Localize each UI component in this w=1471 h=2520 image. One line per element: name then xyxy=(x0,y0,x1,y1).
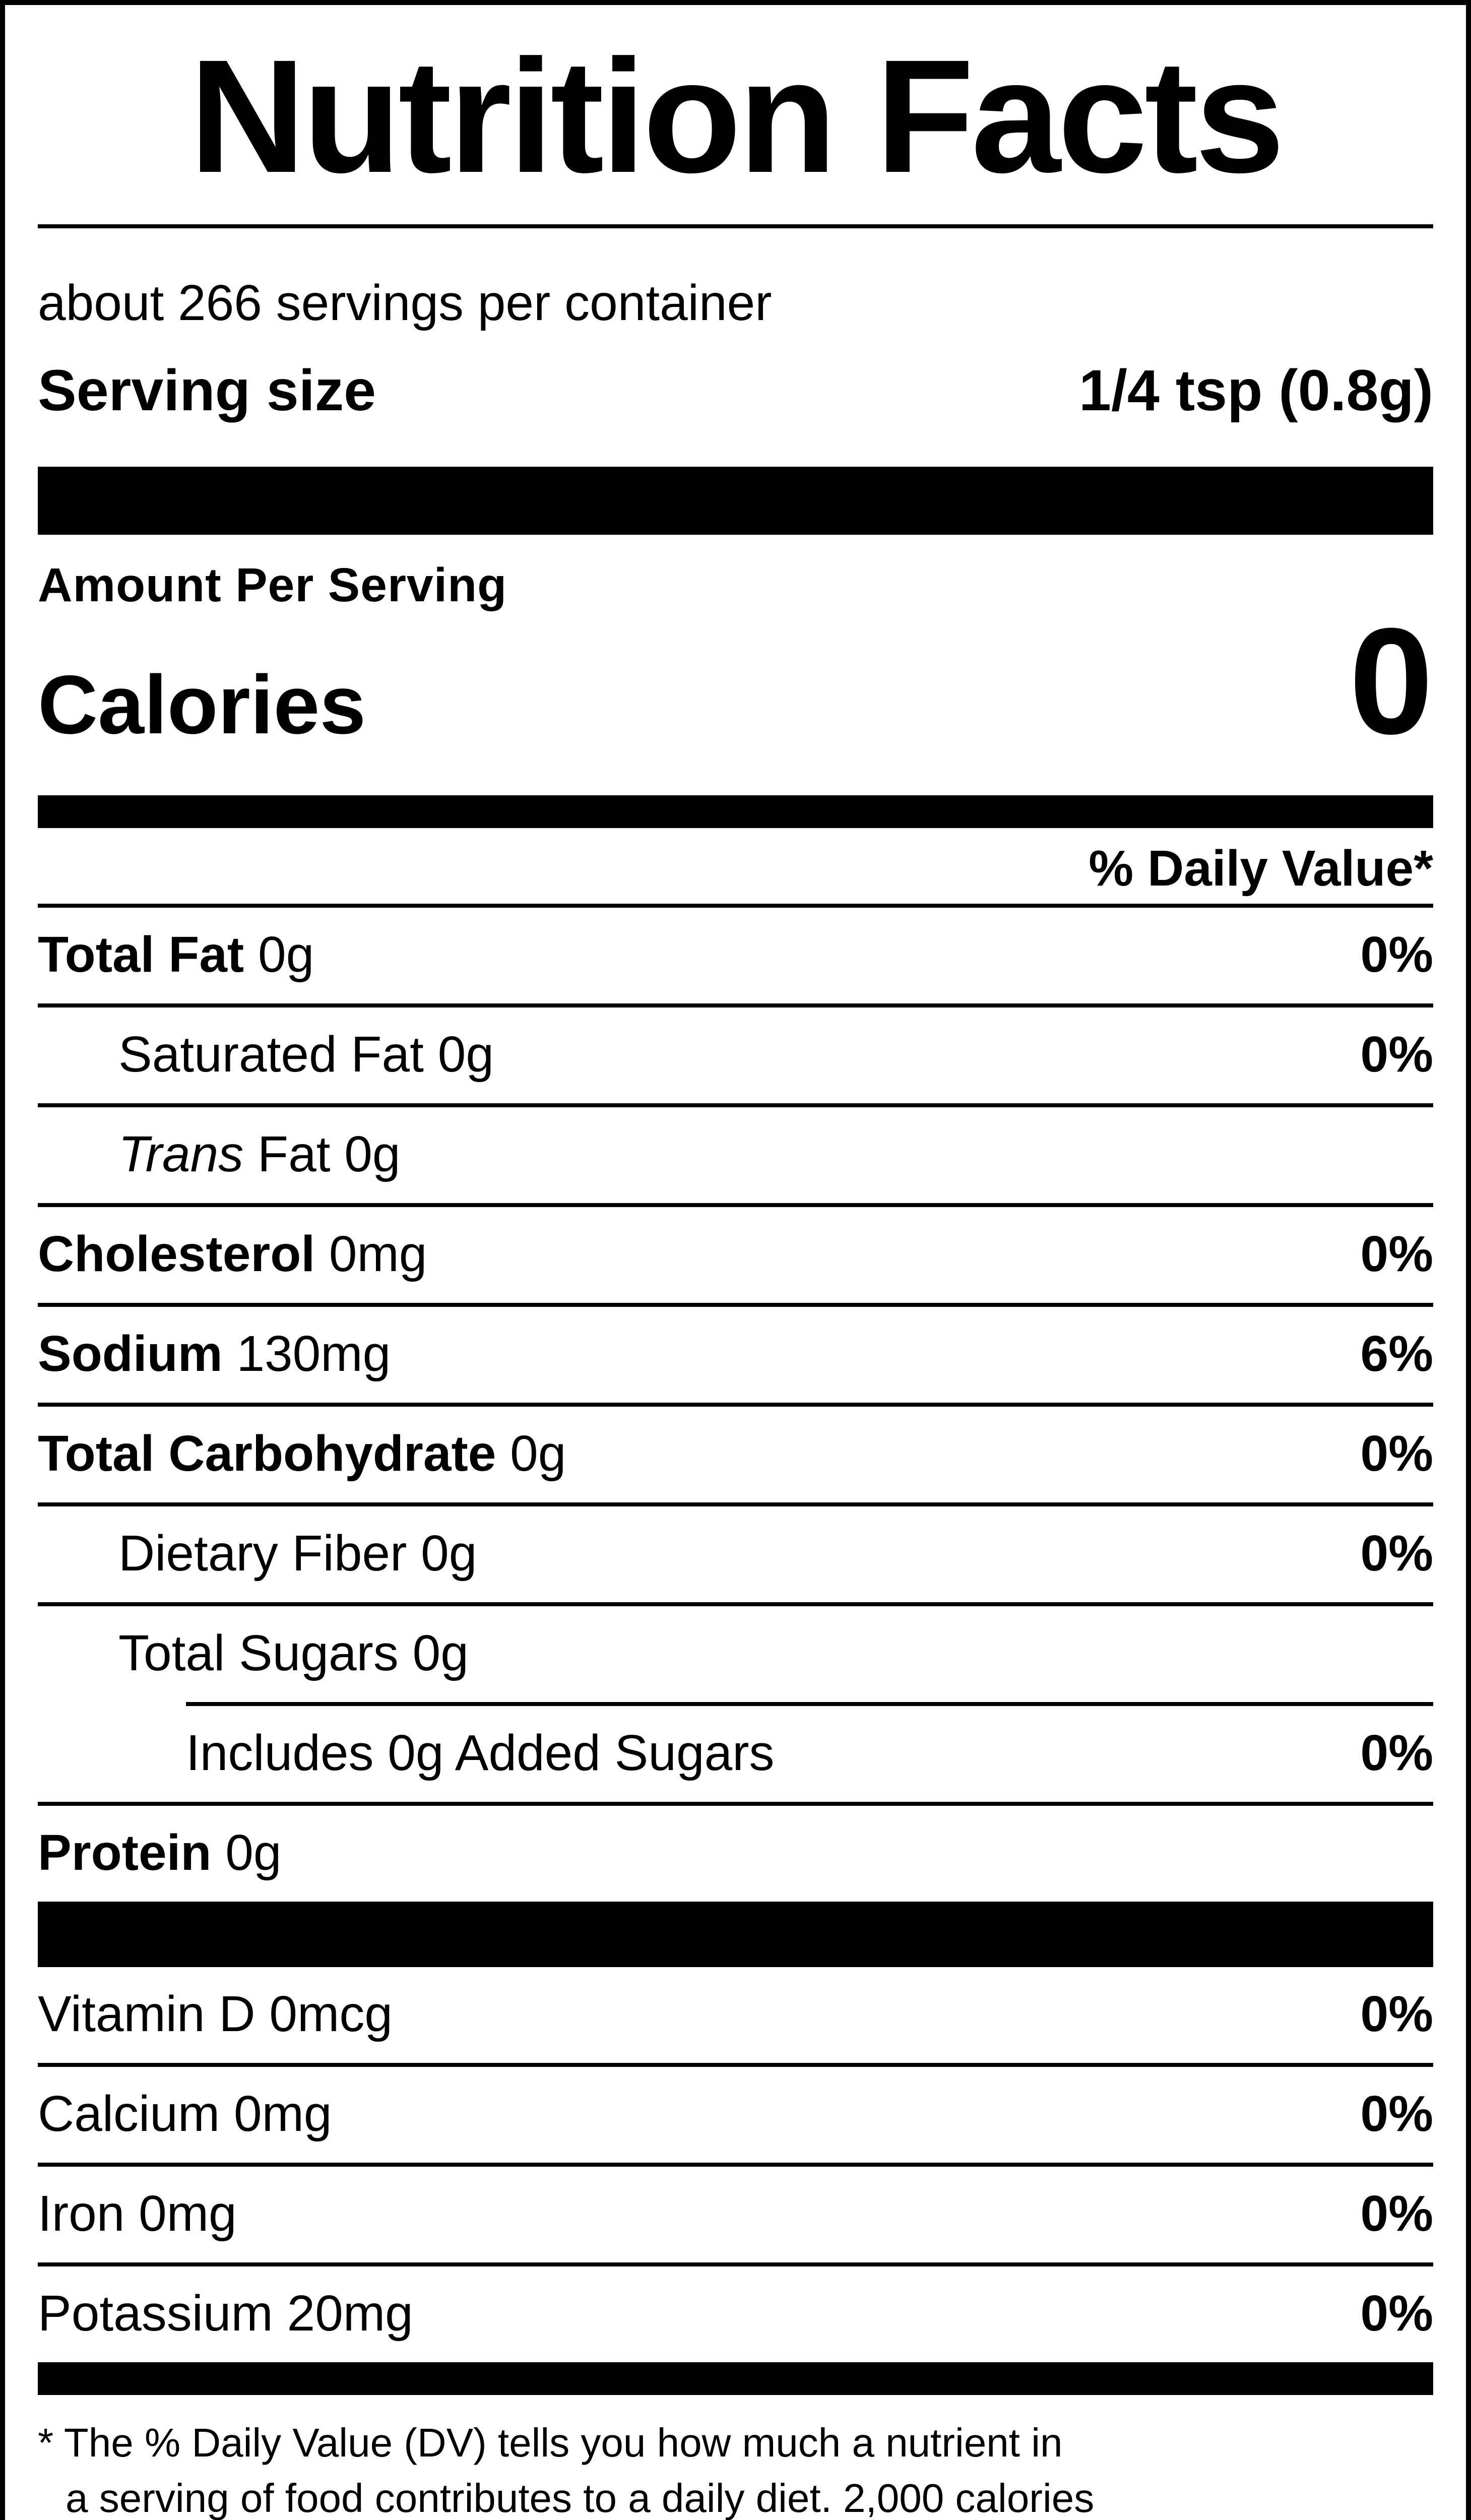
daily-value-percent: 0% xyxy=(1360,2086,1433,2142)
divider-under-title xyxy=(38,224,1433,228)
nutrient-name: Includes 0g Added Sugars xyxy=(186,1725,775,1781)
daily-value-percent: 0% xyxy=(1360,1986,1433,2042)
nutrient-name: Cholesterol 0mg xyxy=(38,1226,427,1282)
nutrient-name: Protein 0g xyxy=(38,1824,282,1881)
nutrient-name: Total Fat 0g xyxy=(38,926,314,983)
nutrient-row: Sodium 130mg 6% xyxy=(38,1307,1433,1403)
nutrient-row: Protein 0g xyxy=(38,1806,1433,1902)
row-divider xyxy=(186,1702,1433,1706)
daily-value-percent: 0% xyxy=(1360,1226,1433,1282)
nutrient-name: Total Carbohydrate 0g xyxy=(38,1425,566,1482)
nutrient-name-italic: Trans xyxy=(118,1126,244,1182)
row-divider xyxy=(38,2163,1433,2167)
serving-size-label: Serving size xyxy=(38,358,376,423)
nutrient-row: Iron 0mg 0% xyxy=(38,2167,1433,2262)
nutrient-row: Trans Fat 0g xyxy=(38,1107,1433,1203)
daily-value-header: % Daily Value* xyxy=(1089,840,1433,897)
row-divider xyxy=(38,1303,1433,1307)
row-divider xyxy=(38,2063,1433,2067)
nutrient-row: Vitamin D 0mcg 0% xyxy=(38,1967,1433,2063)
serving-size-row: Serving size 1/4 tsp (0.8g) xyxy=(38,360,1433,421)
nutrient-name: Iron 0mg xyxy=(38,2185,237,2242)
serving-size-value: 1/4 tsp (0.8g) xyxy=(1079,358,1433,423)
daily-value-percent: 0% xyxy=(1360,2185,1433,2242)
nutrient-row: Total Carbohydrate 0g 0% xyxy=(38,1407,1433,1502)
nutrient-row: Potassium 20mg 0% xyxy=(38,2266,1433,2362)
nutrient-name: Sodium 130mg xyxy=(38,1326,391,1382)
nutrient-name: Potassium 20mg xyxy=(38,2285,413,2342)
footnote-line: a serving of food contributes to a daily… xyxy=(66,2476,1095,2520)
nutrient-name: Trans Fat 0g xyxy=(118,1126,401,1182)
servings-per-container: about 266 servings per container xyxy=(38,275,772,331)
row-divider xyxy=(38,1802,1433,1806)
row-divider xyxy=(38,1602,1433,1606)
amount-per-serving-heading: Amount Per Serving xyxy=(38,558,507,612)
calories-value: 0 xyxy=(1349,596,1433,766)
daily-value-percent: 0% xyxy=(1360,1026,1433,1083)
daily-value-percent: 0% xyxy=(1360,1725,1433,1781)
nutrient-row: Calcium 0mg 0% xyxy=(38,2067,1433,2163)
daily-value-percent: 0% xyxy=(1360,1525,1433,1582)
footnote-line: * The % Daily Value (DV) tells you how m… xyxy=(38,2420,1063,2465)
nutrient-name: Saturated Fat 0g xyxy=(118,1026,494,1083)
nutrient-row: Dietary Fiber 0g 0% xyxy=(38,1506,1433,1602)
divider-under-dv-header xyxy=(38,904,1433,908)
daily-value-percent: 0% xyxy=(1360,926,1433,983)
separator-bar-protein xyxy=(38,1902,1433,1967)
nutrient-row: Total Sugars 0g xyxy=(38,1606,1433,1702)
separator-bar-footnote xyxy=(38,2362,1433,2395)
daily-value-footnote: * The % Daily Value (DV) tells you how m… xyxy=(38,2415,1433,2520)
nutrient-name: Dietary Fiber 0g xyxy=(118,1525,477,1582)
row-divider xyxy=(38,1003,1433,1007)
nutrient-name: Vitamin D 0mcg xyxy=(38,1986,393,2042)
nutrient-name: Total Sugars 0g xyxy=(118,1625,469,1681)
nutrient-name: Calcium 0mg xyxy=(38,2086,332,2142)
nutrient-row: Saturated Fat 0g 0% xyxy=(38,1007,1433,1103)
micronutrient-rows-section: Vitamin D 0mcg 0% Calcium 0mg 0% Iron 0mg 0% P… xyxy=(38,1967,1433,2362)
daily-value-percent: 0% xyxy=(1360,2285,1433,2342)
label-title: Nutrition Facts xyxy=(189,26,1285,206)
row-divider xyxy=(38,1502,1433,1506)
nutrient-row: Total Fat 0g 0% xyxy=(38,908,1433,1003)
nutrient-row: Cholesterol 0mg 0% xyxy=(38,1207,1433,1303)
calories-label: Calories xyxy=(38,658,366,751)
nutrient-rows-section: Total Fat 0g 0% Saturated Fat 0g 0% Trans Fa… xyxy=(38,908,1433,1902)
nutrient-row: Includes 0g Added Sugars 0% xyxy=(38,1706,1433,1802)
row-divider xyxy=(38,2262,1433,2266)
calories-row: Calories 0 xyxy=(38,596,1433,775)
daily-value-percent: 6% xyxy=(1360,1326,1433,1382)
daily-value-percent: 0% xyxy=(1360,1425,1433,1482)
separator-bar-serving xyxy=(38,467,1433,535)
row-divider xyxy=(38,1403,1433,1407)
row-divider xyxy=(38,1103,1433,1107)
row-divider xyxy=(38,1203,1433,1207)
separator-bar-calories xyxy=(38,795,1433,828)
